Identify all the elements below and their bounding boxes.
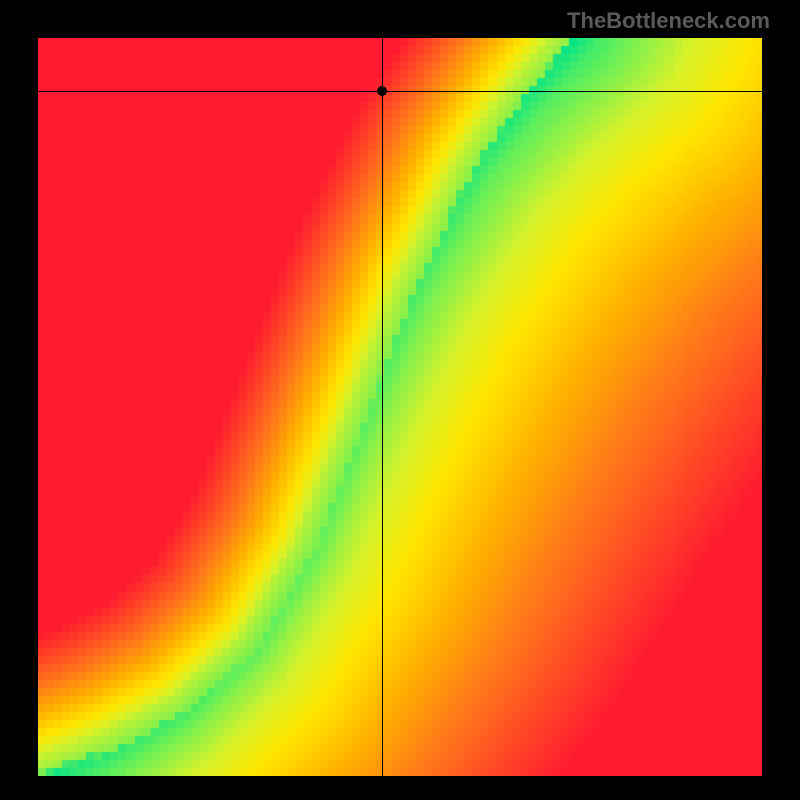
crosshair-horizontal xyxy=(38,91,762,92)
crosshair-vertical xyxy=(382,38,383,776)
heatmap-plot xyxy=(38,38,762,776)
watermark-text: TheBottleneck.com xyxy=(567,8,770,34)
heatmap-canvas xyxy=(38,38,762,776)
crosshair-dot xyxy=(377,86,387,96)
